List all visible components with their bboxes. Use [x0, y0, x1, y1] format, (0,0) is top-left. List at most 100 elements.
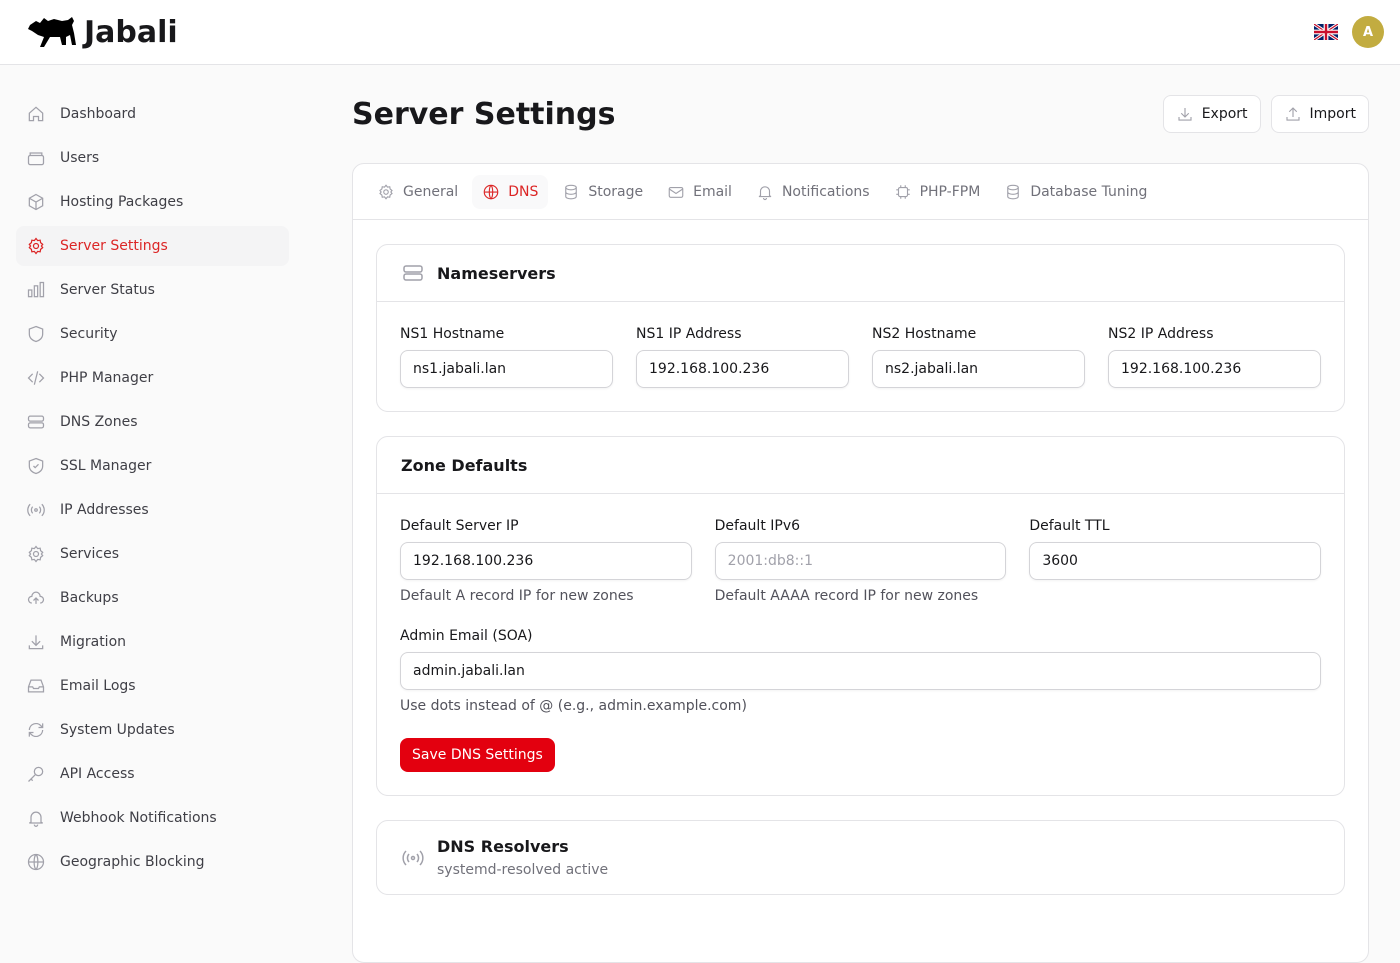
- cloud-upload-icon: [27, 591, 45, 604]
- logo[interactable]: Jabali: [28, 15, 178, 50]
- dns-resolvers-card: DNS Resolvers systemd-resolved active: [376, 820, 1345, 895]
- shield-check-icon: [28, 457, 44, 475]
- tab-database-tuning[interactable]: Database Tuning: [994, 175, 1157, 209]
- tab-label: General: [403, 183, 459, 200]
- tab-label: Database Tuning: [1030, 183, 1148, 200]
- home-icon: [28, 106, 44, 122]
- ns-field: NS1 Hostname ns1.jabali.lan: [400, 326, 613, 388]
- sidebar-item-php-manager[interactable]: PHP Manager: [16, 358, 289, 398]
- server-icon: [403, 265, 423, 281]
- tab-dns[interactable]: DNS: [472, 174, 549, 209]
- field-label: Default Server IP: [400, 518, 519, 534]
- sidebar-item-label: SSL Manager: [60, 458, 152, 474]
- sidebar-item-services[interactable]: Services: [16, 534, 289, 574]
- tab-general[interactable]: General: [367, 175, 468, 209]
- bell-icon: [29, 811, 43, 827]
- admin-email-input[interactable]: admin.jabali.lan: [400, 652, 1321, 690]
- help-text: Default AAAA record IP for new zones: [714, 588, 979, 604]
- inbox-icon: [27, 679, 45, 693]
- sidebar-item-label: PHP Manager: [60, 370, 154, 386]
- sidebar-item-dns-zones[interactable]: DNS Zones: [16, 402, 289, 442]
- sidebar-item-migration[interactable]: Migration: [16, 622, 289, 662]
- sidebar-item-label: Backups: [60, 590, 119, 606]
- ns2-ip-address-input[interactable]: 192.168.100.236: [1108, 350, 1321, 388]
- tab-label: Email: [693, 183, 732, 200]
- sidebar-item-label: Server Settings: [60, 238, 168, 254]
- tab-email[interactable]: Email: [657, 175, 742, 209]
- sidebar-item-webhook-notifications[interactable]: Webhook Notifications: [16, 798, 289, 838]
- field-label: Default TTL: [1029, 518, 1110, 534]
- sidebar-item-server-status[interactable]: Server Status: [16, 270, 289, 310]
- sidebar-item-label: Email Logs: [60, 678, 136, 694]
- sidebar-item-label: Webhook Notifications: [60, 810, 217, 826]
- avatar[interactable]: A: [1352, 16, 1384, 48]
- card-title: Zone Defaults: [401, 455, 528, 475]
- tab-php-fpm[interactable]: PHP-FPM: [884, 175, 991, 209]
- gear-icon: [28, 237, 44, 255]
- ns2-hostname-input[interactable]: ns2.jabali.lan: [872, 350, 1085, 388]
- save-dns-settings-button[interactable]: Save DNS Settings: [400, 738, 555, 772]
- sidebar-item-geographic-blocking[interactable]: Geographic Blocking: [16, 842, 289, 882]
- bell-icon: [758, 185, 772, 200]
- sidebar-item-api-access[interactable]: API Access: [16, 754, 289, 794]
- chart-bar-icon: [27, 281, 45, 298]
- globe-icon: [27, 853, 45, 871]
- default-ttl-input[interactable]: 3600: [1029, 542, 1321, 580]
- sidebar-item-users[interactable]: Users: [16, 138, 289, 178]
- signal-icon: [402, 849, 424, 866]
- envelope-icon: [668, 186, 684, 198]
- sidebar-item-label: IP Addresses: [60, 502, 149, 518]
- uk-flag-icon[interactable]: [1314, 24, 1338, 40]
- shield-icon: [28, 325, 44, 343]
- help-text: Use dots instead of @ (e.g., admin.examp…: [400, 698, 747, 714]
- sidebar-item-label: Users: [60, 150, 100, 166]
- cube-icon: [28, 193, 44, 211]
- export-button[interactable]: Export: [1162, 95, 1261, 133]
- ns1-ip-address-input[interactable]: 192.168.100.236: [636, 350, 849, 388]
- tab-storage[interactable]: Storage: [552, 175, 653, 209]
- field-label: Default IPv6: [714, 518, 801, 534]
- download-icon: [1178, 108, 1192, 121]
- field-label: NS1 Hostname: [400, 326, 505, 342]
- sidebar-item-server-settings[interactable]: Server Settings: [16, 226, 289, 266]
- sidebar-item-security[interactable]: Security: [16, 314, 289, 354]
- sidebar-item-label: Dashboard: [60, 106, 136, 122]
- page-title: Server Settings: [352, 96, 616, 132]
- sidebar-item-backups[interactable]: Backups: [16, 578, 289, 618]
- field-label: NS2 Hostname: [872, 326, 977, 342]
- server-icon: [27, 415, 45, 429]
- default-ipv6-input[interactable]: 2001:db8::1: [714, 542, 1007, 580]
- resolver-status: systemd-resolved active: [437, 862, 609, 878]
- tab-label: PHP-FPM: [919, 183, 981, 200]
- nameservers-card: Nameservers NS1 Hostname ns1.jabali.lan NS…: [376, 244, 1345, 412]
- sidebar-item-label: Services: [60, 546, 120, 562]
- tab-notifications[interactable]: Notifications: [746, 175, 880, 209]
- field-label: NS1 IP Address: [636, 326, 742, 342]
- sidebar-item-system-updates[interactable]: System Updates: [16, 710, 289, 750]
- ns1-hostname-input[interactable]: ns1.jabali.lan: [400, 350, 613, 388]
- sidebar-item-label: API Access: [60, 766, 135, 782]
- sidebar-item-label: Migration: [60, 634, 127, 650]
- ns-field: NS2 Hostname ns2.jabali.lan: [872, 326, 1085, 388]
- sidebar-item-ssl-manager[interactable]: SSL Manager: [16, 446, 289, 486]
- sidebar-item-dashboard[interactable]: Dashboard: [16, 94, 289, 134]
- sidebar-item-email-logs[interactable]: Email Logs: [16, 666, 289, 706]
- import-button[interactable]: Import: [1270, 95, 1369, 133]
- ns-field: NS1 IP Address 192.168.100.236: [636, 326, 849, 388]
- database-icon: [565, 184, 578, 199]
- sidebar-item-hosting-packages[interactable]: Hosting Packages: [16, 182, 289, 222]
- boar-logo-icon: [28, 17, 76, 47]
- tab-bar: General DNS Storage Email Notifications PHP-F…: [353, 164, 1368, 220]
- sidebar-item-ip-addresses[interactable]: IP Addresses: [16, 490, 289, 530]
- signal-icon: [27, 503, 45, 517]
- sidebar-item-label: System Updates: [60, 722, 175, 738]
- sidebar-item-label: DNS Zones: [60, 414, 138, 430]
- download-icon: [28, 635, 44, 650]
- cog-icon: [28, 545, 44, 563]
- settings-panel: General DNS Storage Email Notifications PHP-F…: [352, 163, 1369, 963]
- code-icon: [27, 371, 45, 385]
- default-server-ip-input[interactable]: 192.168.100.236: [400, 542, 692, 580]
- refresh-icon: [28, 722, 44, 738]
- field-label: Admin Email (SOA): [400, 628, 533, 644]
- app-name: Jabali: [84, 14, 178, 50]
